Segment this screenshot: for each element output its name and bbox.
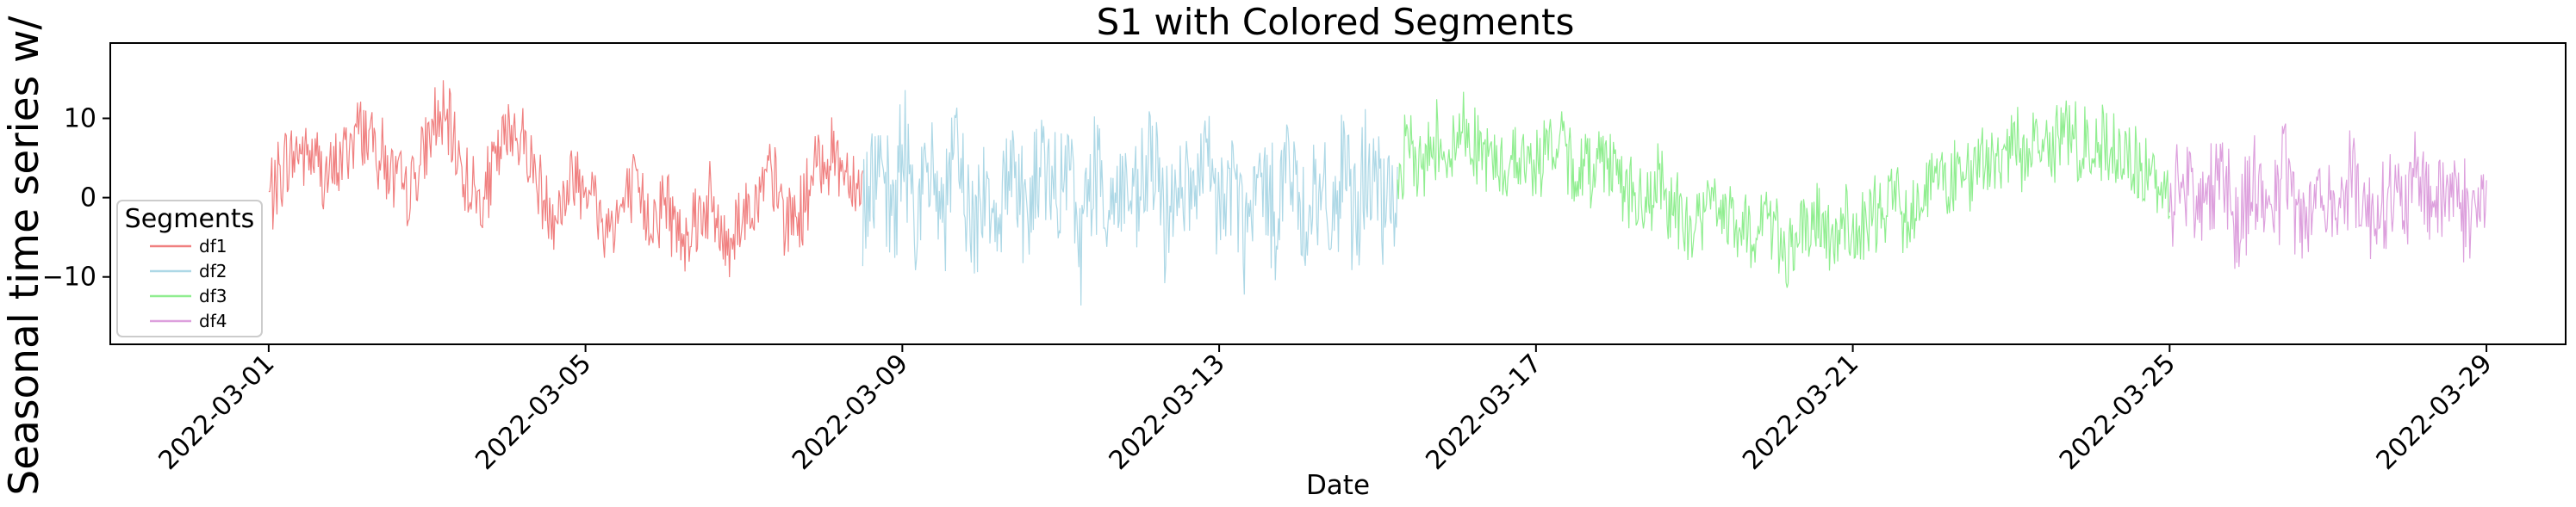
legend-label-df2: df2 xyxy=(199,261,227,281)
legend-title: Segments xyxy=(125,204,255,234)
series-line-df2 xyxy=(862,90,1398,306)
legend-box xyxy=(116,200,263,337)
legend-label-df3: df3 xyxy=(199,286,227,306)
chart-title: S1 with Colored Segments xyxy=(1097,1,1575,43)
y-tick-label: 10 xyxy=(64,104,96,134)
legend-label-df4: df4 xyxy=(199,311,227,331)
series-line-df1 xyxy=(268,80,863,278)
legend-entries: df1 df2 df3 df4 xyxy=(150,236,227,331)
series-layer xyxy=(268,80,2487,306)
plot-area-frame xyxy=(109,42,2567,345)
y-tick-label: −10 xyxy=(42,263,96,293)
series-line-df4 xyxy=(2168,123,2487,269)
legend-label-df1: df1 xyxy=(199,236,227,257)
series-line-df3 xyxy=(1397,91,2170,288)
y-axis-label: Seasonal time series w/ r xyxy=(1,0,48,496)
y-axis: 10 0 −10 xyxy=(42,104,110,293)
y-tick-label: 0 xyxy=(80,183,96,213)
x-axis-label: Date xyxy=(1306,470,1370,501)
legend: Segments df1 df2 df3 df4 xyxy=(116,200,263,337)
